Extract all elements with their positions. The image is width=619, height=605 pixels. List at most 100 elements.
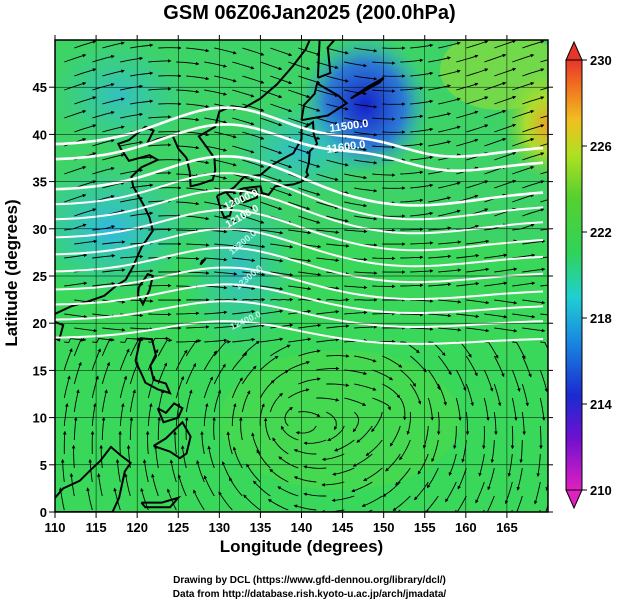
streamline-arrow bbox=[484, 281, 508, 287]
streamline-arrow bbox=[344, 201, 368, 208]
streamline-arrow bbox=[232, 201, 255, 210]
streamline-arrow bbox=[428, 226, 452, 231]
streamline-arrow bbox=[293, 449, 317, 455]
streamline-arrow bbox=[410, 155, 434, 161]
x-tick-label: 160 bbox=[455, 520, 477, 535]
streamline-arrow bbox=[410, 355, 427, 373]
colorbar-tick-label: 226 bbox=[590, 139, 612, 154]
streamline-arrow bbox=[521, 411, 526, 436]
streamline-arrow bbox=[288, 285, 312, 291]
x-tick-label: 165 bbox=[496, 520, 518, 535]
streamline-arrow bbox=[326, 298, 350, 302]
streamline-arrow bbox=[120, 56, 144, 63]
streamline-arrow bbox=[512, 109, 535, 119]
streamline-arrow bbox=[129, 362, 139, 385]
streamline-arrow bbox=[298, 103, 321, 112]
streamline-arrow bbox=[200, 430, 205, 455]
streamline-arrow bbox=[511, 369, 521, 392]
streamline-arrow bbox=[540, 228, 548, 231]
streamline-arrow bbox=[400, 283, 424, 288]
coastline-segment bbox=[153, 420, 192, 460]
streamline-arrow bbox=[176, 173, 200, 178]
streamline-arrow bbox=[115, 458, 121, 483]
x-tick-label: 130 bbox=[208, 520, 230, 535]
streamline-arrow bbox=[298, 187, 321, 196]
streamline-arrow bbox=[157, 338, 173, 357]
streamline-arrow bbox=[482, 425, 486, 450]
streamline-arrow bbox=[400, 198, 424, 203]
streamline-arrow bbox=[550, 356, 558, 377]
streamline-arrow bbox=[522, 267, 546, 273]
streamline-arrow bbox=[326, 354, 350, 358]
streamline-arrow bbox=[410, 183, 434, 189]
streamline-arrow bbox=[214, 243, 238, 248]
streamline-arrow bbox=[410, 43, 434, 49]
streamline-arrow bbox=[438, 240, 462, 245]
streamline-arrow bbox=[64, 338, 85, 344]
streamline-arrow bbox=[465, 355, 478, 377]
streamline-arrow bbox=[493, 383, 502, 407]
streamline-arrow bbox=[399, 439, 411, 461]
streamline-arrow bbox=[512, 313, 536, 319]
streamline-arrow bbox=[428, 56, 451, 63]
streamline-arrow bbox=[242, 297, 266, 302]
streamline-arrow bbox=[120, 196, 144, 203]
streamline-arrow bbox=[540, 313, 548, 316]
streamline-arrow bbox=[288, 361, 310, 371]
streamline-arrow bbox=[260, 201, 283, 211]
streamline-arrow bbox=[456, 110, 479, 119]
streamline-arrow bbox=[326, 383, 350, 387]
streamline-arrow bbox=[91, 375, 99, 399]
streamline-arrow bbox=[74, 208, 97, 217]
streamline-arrow bbox=[428, 341, 446, 357]
streamline-arrow bbox=[466, 239, 490, 245]
streamline-arrow bbox=[540, 256, 548, 259]
streamline-arrow bbox=[456, 82, 479, 91]
credit-data-source: Data from http://database.rish.kyoto-u.a… bbox=[172, 589, 447, 600]
streamline-arrow bbox=[153, 444, 159, 469]
streamline-arrow bbox=[101, 416, 106, 441]
streamline-arrow bbox=[232, 61, 255, 70]
streamline-arrow bbox=[303, 492, 327, 497]
streamline-arrow bbox=[354, 383, 377, 391]
streamline-arrow bbox=[214, 324, 238, 329]
streamline-arrow bbox=[267, 498, 289, 511]
streamline-arrow bbox=[483, 369, 494, 392]
streamline-arrow bbox=[410, 99, 434, 105]
streamline-arrow bbox=[260, 309, 284, 315]
streamline-arrow bbox=[277, 486, 299, 497]
streamline-arrow bbox=[303, 439, 327, 445]
streamline-arrow bbox=[64, 313, 88, 319]
streamline-arrow bbox=[288, 388, 310, 399]
streamline-arrow bbox=[400, 312, 424, 317]
coastline-segment bbox=[238, 187, 259, 204]
streamline-arrow bbox=[445, 481, 457, 503]
streamline-arrow bbox=[120, 337, 142, 343]
x-axis-ticks: 110 115 120 125 130 135 140 145 150 155 160 165 bbox=[45, 35, 518, 535]
streamline-arrow bbox=[475, 481, 485, 504]
streamline-arrow bbox=[466, 124, 489, 133]
streamline-arrow bbox=[344, 173, 368, 180]
streamline-arrow bbox=[185, 362, 197, 385]
streamline-arrow bbox=[428, 196, 451, 203]
streamline-arrow bbox=[186, 325, 210, 329]
streamline-arrow bbox=[389, 425, 401, 447]
streamline-arrow bbox=[151, 473, 159, 497]
streamline-arrow bbox=[326, 47, 349, 55]
streamline-arrow bbox=[130, 71, 154, 77]
streamline-arrow bbox=[176, 61, 200, 66]
streamline-arrow bbox=[142, 459, 149, 483]
streamline-arrow bbox=[522, 152, 545, 161]
streamline-arrow bbox=[326, 243, 350, 248]
streamline-arrow bbox=[74, 96, 97, 105]
streamline-arrow bbox=[516, 467, 523, 491]
x-axis-label: Longitude (degrees) bbox=[219, 537, 384, 556]
coastline-segment bbox=[140, 495, 182, 509]
streamline-arrow bbox=[214, 215, 237, 223]
streamline-arrow bbox=[316, 61, 339, 70]
streamline-arrow bbox=[242, 187, 265, 196]
streamline-arrow bbox=[406, 411, 411, 435]
streamline-arrow bbox=[522, 208, 545, 217]
streamline-arrow bbox=[352, 411, 360, 433]
colorbar: 210 214 218 222 226 230 bbox=[565, 40, 612, 510]
